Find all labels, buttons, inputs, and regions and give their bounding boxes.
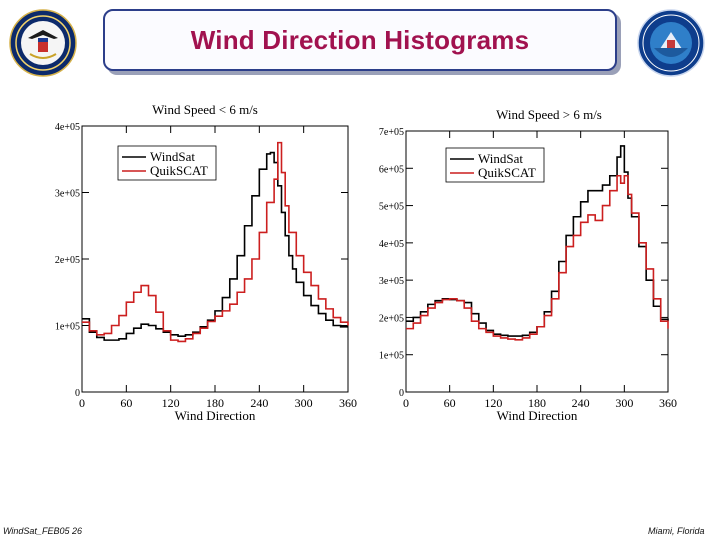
naval-research-seal-icon	[9, 9, 77, 77]
y-tick-label: 2e+05	[379, 313, 404, 324]
y-tick-label: 2e+05	[55, 255, 80, 266]
y-tick-label: 4e+05	[379, 239, 404, 250]
y-tick-label: 0	[399, 388, 404, 399]
y-tick-label: 3e+05	[55, 189, 80, 200]
legend-label-quikscat: QuikSCAT	[150, 163, 208, 178]
x-tick-label: 0	[403, 396, 409, 410]
x-tick-label: 240	[572, 396, 590, 410]
x-tick-label: 180	[206, 396, 224, 410]
x-tick-label: 360	[659, 396, 677, 410]
y-tick-label: 1e+05	[379, 351, 404, 362]
histogram-high-wind: Wind Speed > 6 m/s Wind Direction 0 60 120…	[379, 107, 677, 423]
histogram-low-wind: Wind Speed < 6 m/s Wind Direction 0 60 120…	[55, 102, 357, 423]
y-tick-label: 4e+05	[55, 122, 80, 133]
x-tick-label: 300	[295, 396, 313, 410]
legend-label-quikscat: QuikSCAT	[478, 165, 536, 180]
legend-label-windsat: WindSat	[478, 151, 523, 166]
x-tick-label: 240	[250, 396, 268, 410]
x-tick-label: 360	[339, 396, 357, 410]
footer-right-text: Miami, Florida	[648, 526, 705, 536]
x-tick-label: 120	[162, 396, 180, 410]
x-axis-label: Wind Direction	[175, 408, 256, 423]
x-tick-label: 300	[615, 396, 633, 410]
footer-left-text: WindSat_FEB05 26	[3, 526, 82, 536]
x-tick-label: 180	[528, 396, 546, 410]
series-line-quikscat	[82, 141, 349, 343]
y-tick-label: 1e+05	[55, 322, 80, 333]
y-tick-label: 7e+05	[379, 127, 404, 138]
slide-title: Wind Direction Histograms	[190, 24, 530, 55]
y-tick-label: 0	[75, 388, 80, 399]
x-axis-label: Wind Direction	[497, 408, 578, 423]
y-tick-label: 5e+05	[379, 202, 404, 213]
legend: WindSat QuikSCAT	[445, 147, 545, 183]
y-tick-label: 6e+05	[379, 164, 404, 175]
y-tick-label: 3e+05	[379, 276, 404, 287]
chart-title: Wind Speed > 6 m/s	[496, 107, 602, 122]
legend: WindSat QuikSCAT	[117, 145, 217, 181]
series-line-windsat	[82, 151, 348, 341]
chart-title: Wind Speed < 6 m/s	[152, 102, 258, 117]
x-tick-label: 60	[444, 396, 456, 410]
legend-label-windsat: WindSat	[150, 149, 195, 164]
title-box: Wind Direction Histograms	[103, 9, 617, 71]
series-line-quikscat	[406, 174, 669, 341]
x-tick-label: 120	[484, 396, 502, 410]
x-tick-label: 60	[120, 396, 132, 410]
windsat-mission-patch-icon	[637, 9, 705, 77]
x-tick-label: 0	[79, 396, 85, 410]
